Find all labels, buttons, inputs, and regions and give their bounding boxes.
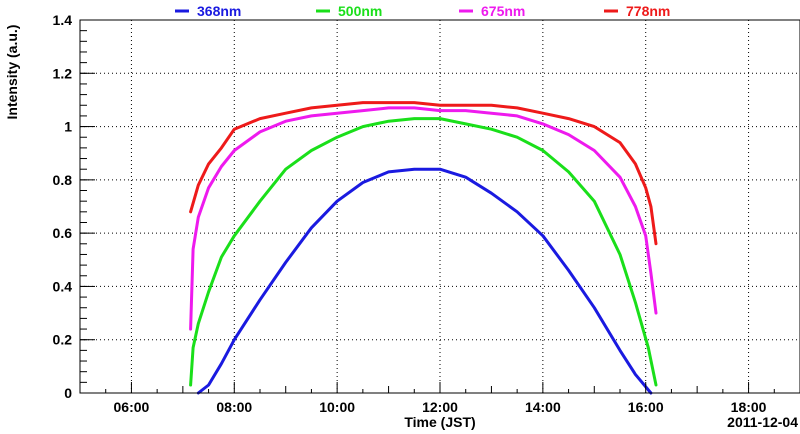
x-tick-label: 12:00	[422, 399, 458, 415]
x-tick-label: 10:00	[319, 399, 355, 415]
legend-label: 500nm	[338, 3, 382, 19]
y-tick-label: 0.8	[53, 172, 73, 188]
y-tick-label: 0.2	[53, 332, 73, 348]
series-line-778nm	[189, 101, 658, 246]
x-tick-label: 08:00	[216, 399, 252, 415]
series-layer	[189, 101, 658, 395]
y-tick-label: 0.4	[53, 278, 73, 294]
series-line-368nm	[196, 167, 653, 395]
series-line-675nm	[189, 106, 658, 331]
x-tick-label: 06:00	[114, 399, 150, 415]
legend-label: 778nm	[626, 3, 670, 19]
tick-labels: 06:00 08:00 10:00 12:00 14:00 16:00 18:00 0 0.2 0…	[53, 12, 767, 415]
y-tick-label: 1.4	[53, 12, 73, 28]
x-axis-label: Time (JST)	[404, 414, 475, 430]
axis-ticks	[79, 19, 800, 394]
legend: 368nm 500nm 675nm 778nm	[175, 3, 670, 19]
x-tick-label: 18:00	[731, 399, 767, 415]
y-tick-label: 1.2	[53, 65, 73, 81]
y-tick-label: 0.6	[53, 225, 73, 241]
series-line-500nm	[189, 117, 658, 387]
x-tick-label: 14:00	[525, 399, 561, 415]
legend-label: 368nm	[197, 3, 241, 19]
x-tick-label: 16:00	[628, 399, 664, 415]
legend-label: 675nm	[481, 3, 525, 19]
y-tick-label: 0	[64, 385, 72, 401]
y-tick-label: 1	[64, 119, 72, 135]
y-axis-label: Intensity (a.u.)	[4, 25, 20, 120]
date-label: 2011-12-04	[727, 414, 798, 430]
